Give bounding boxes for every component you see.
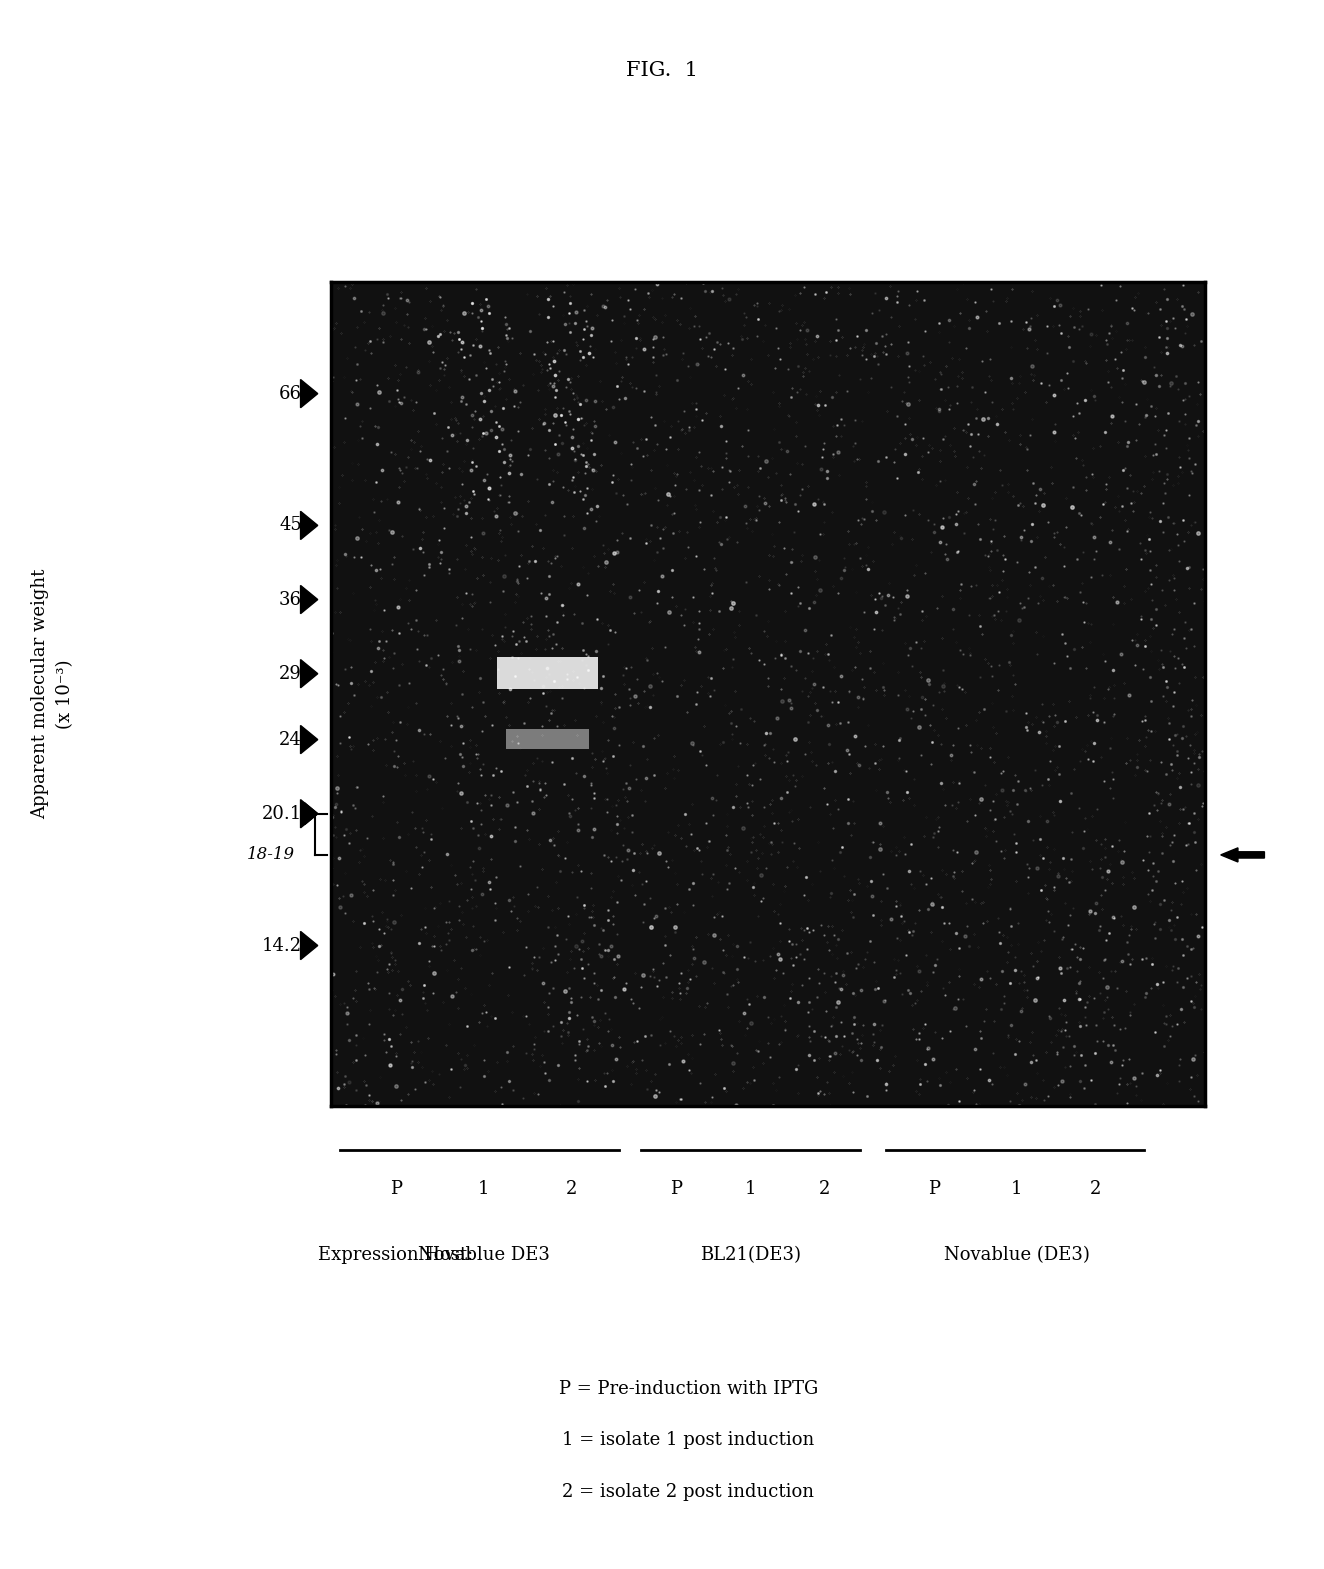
Text: 24: 24 — [279, 731, 302, 748]
Text: 1: 1 — [478, 1180, 490, 1199]
Bar — [496, 657, 597, 689]
Text: P: P — [391, 1180, 402, 1199]
Text: 20.1: 20.1 — [262, 805, 302, 822]
Text: 2: 2 — [565, 1180, 577, 1199]
Text: BL21(DE3): BL21(DE3) — [700, 1246, 801, 1265]
Text: FIG.  1: FIG. 1 — [626, 61, 698, 80]
Text: 14.2: 14.2 — [262, 937, 302, 954]
Text: P = Pre-induction with IPTG: P = Pre-induction with IPTG — [559, 1379, 818, 1398]
Text: 66: 66 — [279, 384, 302, 403]
Text: 1 = isolate 1 post induction: 1 = isolate 1 post induction — [563, 1431, 814, 1450]
Text: 1: 1 — [744, 1180, 756, 1199]
Text: 29: 29 — [279, 665, 302, 683]
Text: 36: 36 — [279, 590, 302, 609]
Text: 2: 2 — [820, 1180, 830, 1199]
Text: P: P — [670, 1180, 682, 1199]
Text: 1: 1 — [1012, 1180, 1022, 1199]
Text: 45: 45 — [279, 516, 302, 535]
Text: 18-19: 18-19 — [248, 846, 295, 863]
Text: Expression Host:: Expression Host: — [318, 1246, 473, 1265]
Bar — [506, 730, 589, 750]
Text: P: P — [928, 1180, 940, 1199]
Text: 2 = isolate 2 post induction: 2 = isolate 2 post induction — [563, 1483, 814, 1502]
Text: Apparent molecular weight
(x 10⁻³): Apparent molecular weight (x 10⁻³) — [32, 570, 74, 819]
Text: Novablue DE3: Novablue DE3 — [418, 1246, 549, 1265]
Text: 2: 2 — [1090, 1180, 1102, 1199]
Text: Novablue (DE3): Novablue (DE3) — [944, 1246, 1090, 1265]
